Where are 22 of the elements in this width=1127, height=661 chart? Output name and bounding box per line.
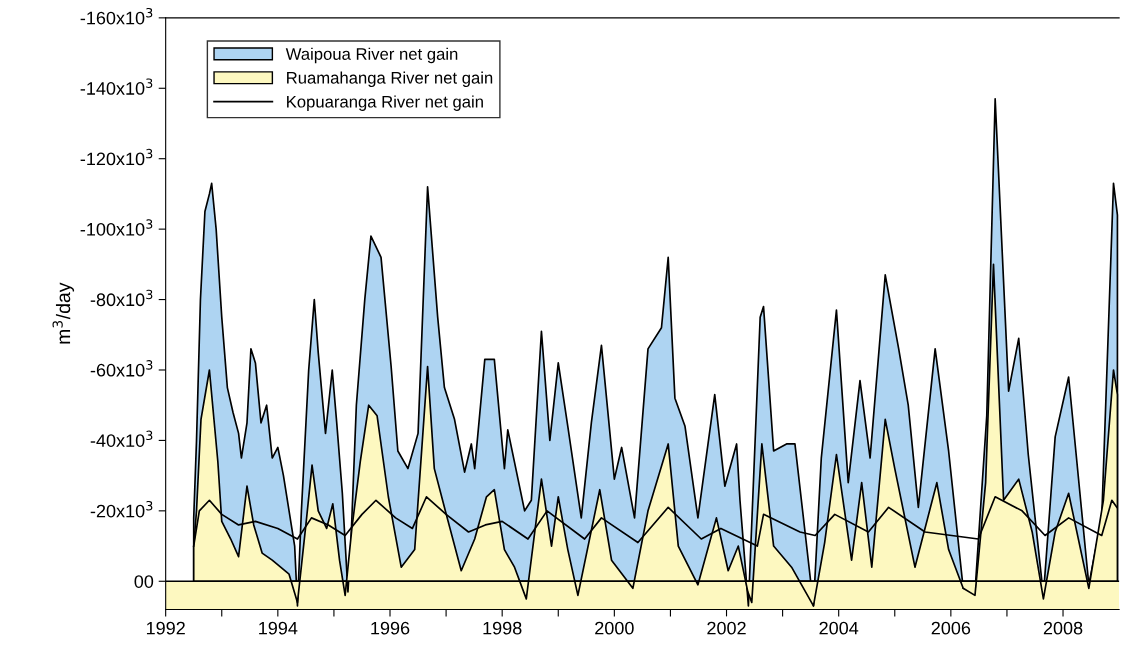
- y-tick-label: -100x10$^{3}$: [80, 219, 153, 236]
- y-tick-label: -140x10$^{3}$: [80, 78, 153, 95]
- y-tick-label: -40x10$^{3}$: [90, 430, 153, 447]
- x-tick-label: 2002: [707, 621, 746, 635]
- y-tick-label: -60x10$^{3}$: [90, 360, 153, 377]
- y-tick-label: -120x10$^{3}$: [80, 148, 153, 166]
- x-tick-label: 2008: [1043, 621, 1083, 635]
- x-tick-label: 1992: [146, 621, 185, 635]
- x-tick-label: 1996: [371, 621, 410, 635]
- y-tick-label: 00: [134, 575, 154, 588]
- legend-label: Ruamahanga River net gain: [287, 71, 493, 88]
- x-tick-label: 2006: [931, 621, 971, 635]
- legend-label: Kopuaranga River net gain: [287, 95, 483, 111]
- y-tick-label: -80x10$^{3}$: [90, 289, 153, 307]
- legend-label: Waipoua River net gain: [285, 47, 458, 64]
- x-tick-label: 2004: [819, 621, 859, 635]
- y-axis-title: m$^{3}$/day: [52, 282, 75, 344]
- y-tick-label: -20x10$^{3}$: [90, 500, 153, 518]
- x-tick-label: 2000: [595, 621, 634, 635]
- y-tick-label: -160x10$^{3}$: [80, 7, 153, 25]
- x-tick-label: 1994: [259, 621, 298, 635]
- x-tick-label: 1998: [483, 621, 522, 635]
